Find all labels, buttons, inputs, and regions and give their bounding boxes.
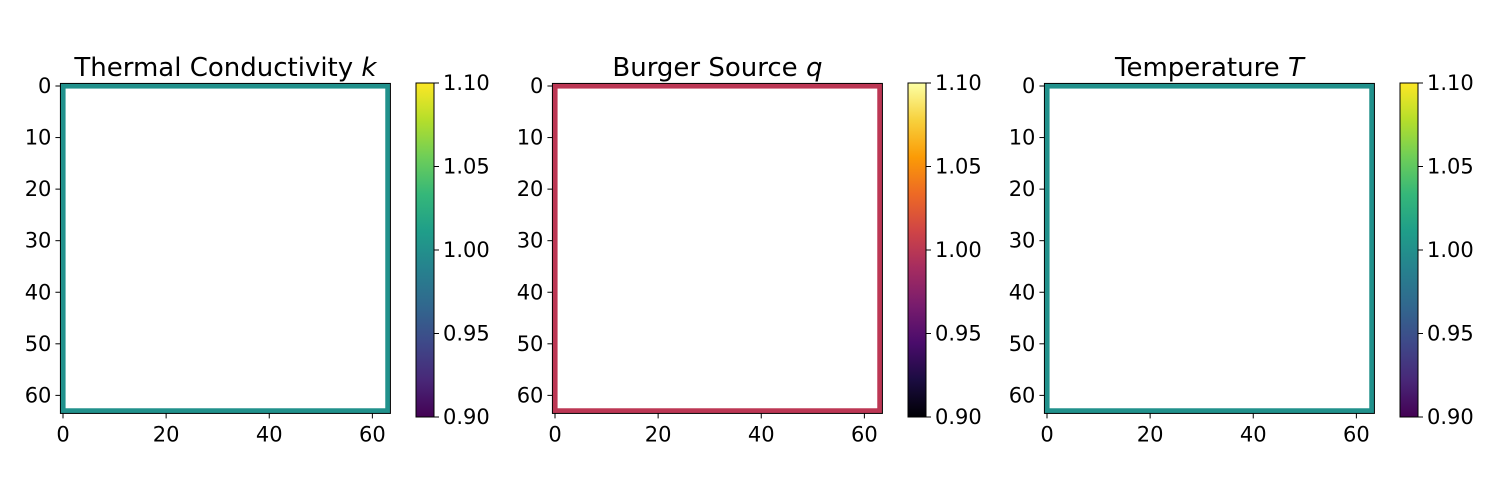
colorbar	[416, 83, 434, 417]
y-tick-label: 40	[517, 280, 544, 304]
colorbar	[1400, 83, 1418, 417]
y-tick-label: 50	[25, 332, 52, 356]
y-tick-label: 20	[1009, 177, 1036, 201]
title-symbol: k	[361, 53, 377, 83]
heatmap-boundary-top	[1044, 83, 1375, 89]
y-tick-label: 40	[1009, 280, 1036, 304]
heatmap-interior	[1044, 83, 1375, 414]
x-tick-label: 20	[153, 422, 180, 446]
y-tick-label: 30	[25, 229, 52, 253]
x-tick-label: 60	[1343, 422, 1370, 446]
y-tick-label: 20	[517, 177, 544, 201]
heatmap-boundary-bottom	[552, 408, 883, 414]
x-tick-label: 20	[645, 422, 672, 446]
y-tick-label: 0	[530, 74, 543, 98]
heatmap-boundary-right	[1369, 83, 1375, 414]
title-text: Thermal Conductivity	[73, 53, 361, 83]
y-tick-label: 30	[1009, 229, 1036, 253]
y-tick-label: 60	[1009, 383, 1036, 407]
y-tick-label: 50	[517, 332, 544, 356]
colorbar-tick-label: 1.00	[1427, 238, 1474, 262]
panel-3: Temperature T0 20 40 6001020304050600.900.9…	[1009, 53, 1474, 446]
colorbar-tick-label: 1.10	[935, 71, 982, 95]
x-tick-label: 40	[748, 422, 775, 446]
heatmap-boundary-left	[60, 83, 66, 414]
heatmap-interior	[552, 83, 883, 414]
y-tick-label: 40	[25, 280, 52, 304]
x-tick-label: 40	[256, 422, 283, 446]
colorbar-tick-label: 0.95	[1427, 322, 1474, 346]
panel-2: Burger Source q0 20 40 6001020304050600.900…	[517, 53, 982, 446]
colorbar-tick-label: 1.05	[935, 155, 982, 179]
x-tick-label: 60	[851, 422, 878, 446]
heatmap-boundary-right	[385, 83, 391, 414]
y-tick-label: 0	[38, 74, 51, 98]
title-text: Temperature	[1114, 53, 1288, 83]
y-tick-label: 0	[1022, 74, 1035, 98]
colorbar-tick-label: 0.90	[1427, 405, 1474, 429]
colorbar-tick-label: 1.10	[443, 71, 490, 95]
colorbar-tick-label: 1.05	[1427, 155, 1474, 179]
colorbar-tick-label: 1.10	[1427, 71, 1474, 95]
heatmap-boundary-top	[552, 83, 883, 89]
colorbar-tick-label: 0.90	[443, 405, 490, 429]
panel-title: Temperature T	[1114, 53, 1306, 83]
heatmap-boundary-bottom	[60, 408, 391, 414]
axes-frame	[1043, 82, 1375, 414]
y-tick-label: 60	[25, 383, 52, 407]
y-tick-label: 50	[1009, 332, 1036, 356]
x-tick-label: 0	[548, 422, 561, 446]
heatmap-interior	[60, 83, 391, 414]
heatmap-boundary-left	[1044, 83, 1050, 414]
y-tick-label: 20	[25, 177, 52, 201]
colorbar-tick-label: 0.95	[443, 322, 490, 346]
title-symbol: T	[1288, 53, 1306, 83]
colorbar-tick-label: 1.00	[935, 238, 982, 262]
x-tick-label: 0	[1040, 422, 1053, 446]
y-tick-label: 60	[517, 383, 544, 407]
title-symbol: q	[806, 53, 823, 83]
y-tick-label: 10	[1009, 126, 1036, 150]
x-tick-label: 60	[359, 422, 386, 446]
axes-frame	[59, 82, 391, 414]
y-tick-label: 30	[517, 229, 544, 253]
colorbar	[908, 83, 926, 417]
colorbar-tick-label: 0.95	[935, 322, 982, 346]
heatmap-boundary-top	[60, 83, 391, 89]
x-tick-label: 40	[1240, 422, 1267, 446]
x-tick-label: 20	[1137, 422, 1164, 446]
colorbar-tick-label: 0.90	[935, 405, 982, 429]
panel-title: Thermal Conductivity k	[73, 53, 377, 83]
heatmap-boundary-right	[877, 83, 883, 414]
x-tick-label: 0	[56, 422, 69, 446]
y-tick-label: 10	[517, 126, 544, 150]
title-text: Burger Source	[612, 53, 806, 83]
colorbar-tick-label: 1.05	[443, 155, 490, 179]
y-tick-label: 10	[25, 126, 52, 150]
colorbar-tick-label: 1.00	[443, 238, 490, 262]
axes-frame	[551, 82, 883, 414]
panel-1: Thermal Conductivity k0 20 40 6001020304050…	[25, 53, 490, 446]
heatmap-boundary-left	[552, 83, 558, 414]
heatmap-boundary-bottom	[1044, 408, 1375, 414]
panel-title: Burger Source q	[612, 53, 822, 83]
